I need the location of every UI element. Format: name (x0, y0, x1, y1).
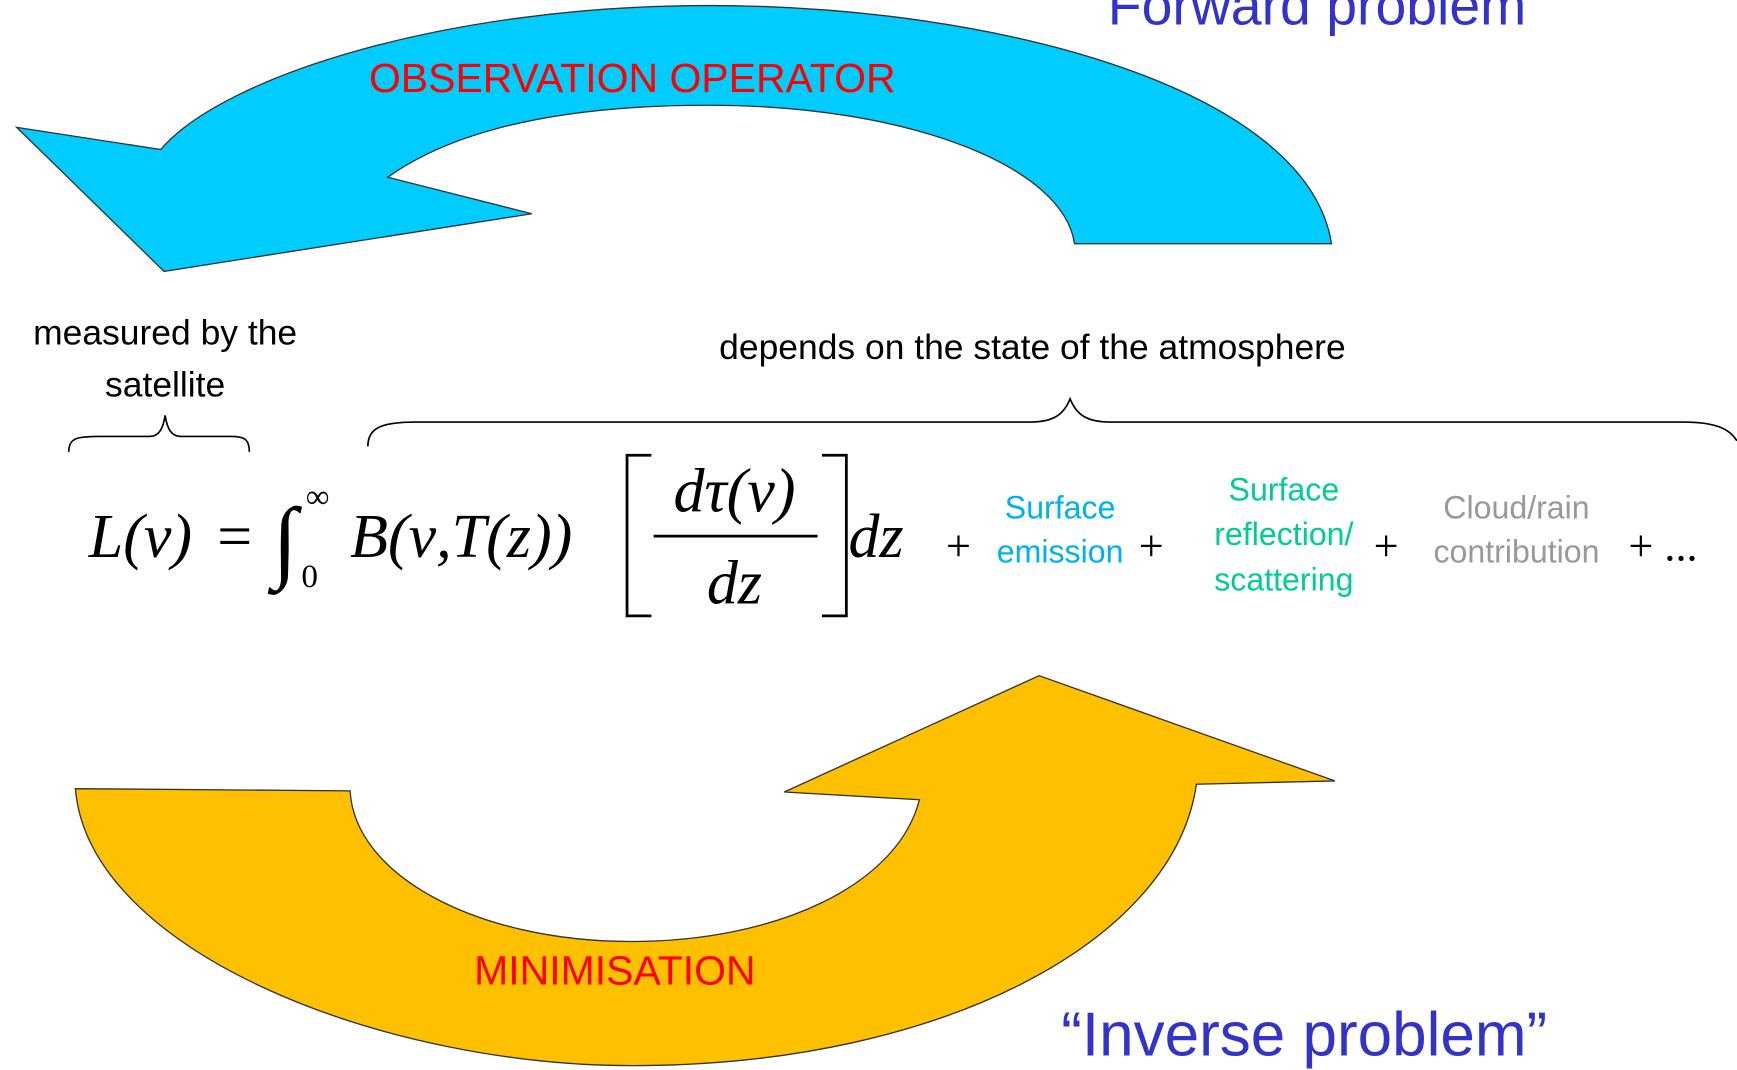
forward-problem: Forward problem (1108, 0, 1527, 36)
equation-denominator: dz (707, 550, 762, 618)
equation-integral: ∫ (268, 489, 303, 595)
equation-lhs: L(ν) (88, 503, 192, 571)
measured-label: measured by the (33, 312, 297, 352)
plus: + (1374, 521, 1399, 570)
term-cloud-rain: Cloud/rain (1443, 489, 1589, 525)
equation-planck: B(ν,T(z)) (350, 503, 572, 571)
equation-upper: ∞ (306, 478, 330, 515)
forward-arrow (14, 4, 1333, 273)
term-surface-reflection: Surface (1229, 472, 1340, 508)
equation-differential: dz (849, 503, 904, 571)
depends-label: depends on the state of the atmosphere (719, 327, 1346, 367)
term-surface-reflection: reflection/ (1214, 516, 1353, 552)
observation-operator: OBSERVATION OPERATOR (369, 55, 896, 101)
plus-ellipsis: + ... (1628, 521, 1697, 570)
brace-small (67, 415, 251, 452)
bracket-right (821, 453, 848, 618)
minimisation: MINIMISATION (474, 948, 755, 994)
equation-lower: 0 (301, 558, 318, 595)
term-surface-emission: emission (997, 534, 1124, 570)
equation-equals: = (217, 503, 252, 571)
bracket-left (625, 453, 652, 618)
inverse-problem: “Inverse problem” (1061, 1001, 1547, 1070)
measured-label: satellite (105, 365, 225, 405)
equation-numerator: dτ(ν) (673, 458, 795, 526)
equation: L(ν) = ∫ ∞ 0 B(ν,T(z)) dτ(ν) dz dz (88, 453, 904, 618)
plus: + (1139, 521, 1164, 570)
term-surface-emission: Surface (1005, 489, 1116, 525)
term-cloud-rain: contribution (1433, 534, 1599, 570)
inverse-arrow (74, 674, 1336, 1067)
brace-large (367, 396, 1737, 447)
plus: + (946, 521, 971, 570)
term-surface-reflection: scattering (1214, 561, 1353, 597)
